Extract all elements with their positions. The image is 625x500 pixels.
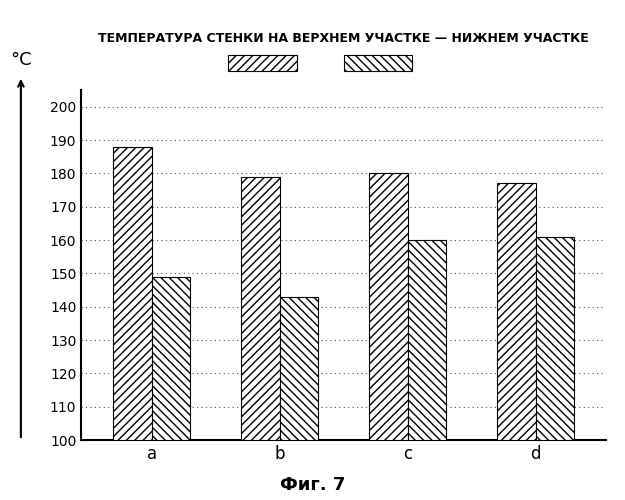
Text: ТЕМПЕРАТУРА СТЕНКИ НА ВЕРХНЕМ УЧАСТКЕ — НИЖНЕМ УЧАСТКЕ: ТЕМПЕРАТУРА СТЕНКИ НА ВЕРХНЕМ УЧАСТКЕ — …	[98, 32, 589, 44]
Bar	[152, 276, 190, 440]
Bar	[536, 236, 574, 440]
Bar	[113, 146, 152, 440]
Bar	[241, 176, 280, 440]
Bar	[498, 184, 536, 440]
Bar	[344, 55, 412, 70]
Text: °С: °С	[10, 51, 32, 69]
Text: Фиг. 7: Фиг. 7	[280, 476, 345, 494]
Bar	[369, 174, 408, 440]
Bar	[280, 296, 318, 440]
Bar	[408, 240, 446, 440]
Bar	[228, 55, 296, 70]
